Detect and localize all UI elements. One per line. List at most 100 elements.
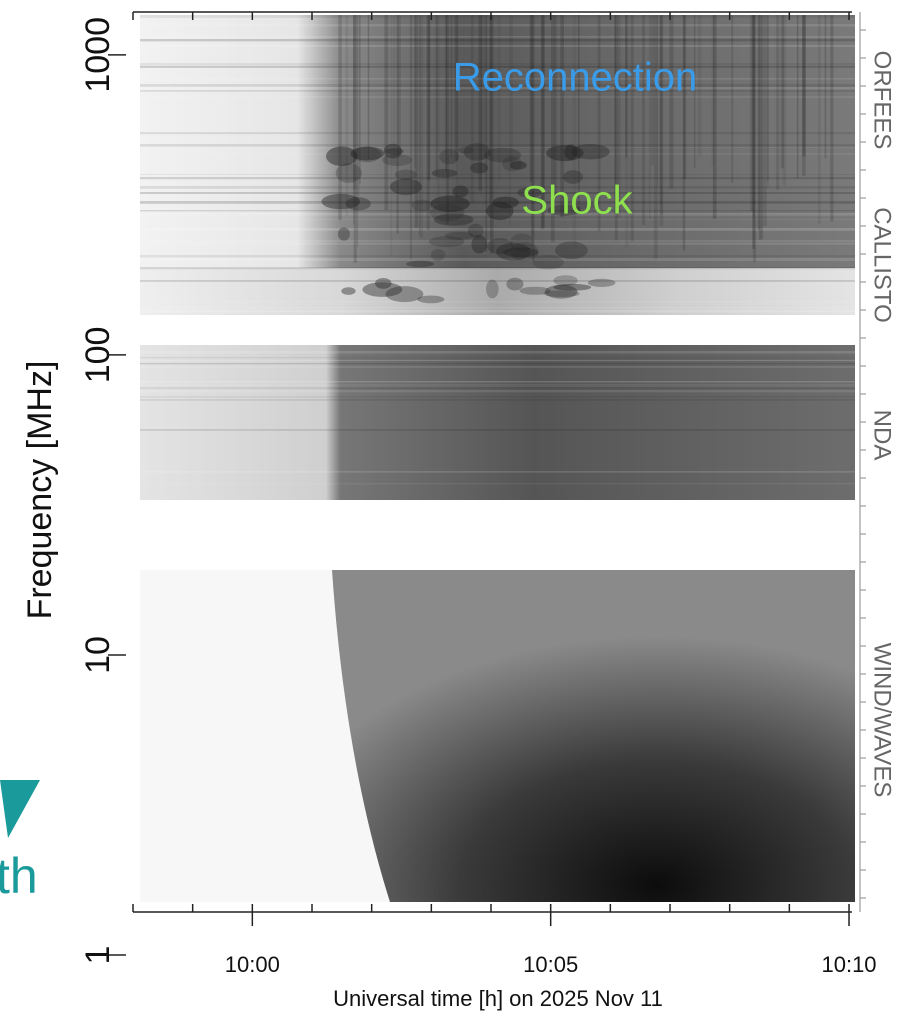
streak (712, 15, 717, 219)
streak (577, 15, 580, 213)
blob (543, 290, 580, 298)
blob (510, 161, 527, 170)
streak (752, 15, 756, 249)
streak (711, 15, 715, 167)
streak (625, 15, 628, 158)
streak (353, 15, 357, 191)
streak (489, 15, 493, 239)
blob (563, 170, 583, 184)
streak (384, 15, 389, 211)
stripe (140, 153, 855, 155)
streak (660, 15, 663, 215)
instrument-label: CALLISTO (869, 207, 896, 323)
streak (481, 15, 486, 160)
blob (362, 282, 403, 297)
streak (353, 15, 355, 225)
blob (502, 247, 539, 258)
blob (484, 147, 522, 163)
streak (597, 15, 601, 232)
blob (385, 286, 424, 303)
blob (352, 146, 382, 163)
blob (341, 287, 356, 295)
blob (430, 248, 446, 261)
blob (326, 146, 358, 167)
stripe (140, 258, 855, 261)
stripe (140, 267, 855, 270)
blob (519, 286, 551, 295)
stripe (140, 78, 855, 80)
streak (393, 15, 395, 164)
stripe (140, 228, 855, 231)
stripe (140, 186, 855, 189)
streak (752, 15, 757, 262)
annotation: Reconnection (453, 56, 698, 100)
streak (802, 15, 806, 157)
streak (550, 15, 555, 242)
stripe (140, 307, 855, 309)
streak (419, 15, 424, 238)
stripe (140, 90, 855, 92)
blob (463, 143, 491, 161)
streak (659, 15, 664, 226)
blob (571, 144, 610, 160)
blob (555, 241, 588, 260)
blob (428, 236, 465, 248)
streak (775, 15, 780, 190)
x-tick-label: 10:05 (523, 952, 578, 977)
streak (731, 15, 734, 184)
y-tick-label: 1000 (79, 17, 117, 93)
blob (433, 213, 474, 226)
y-tick-label: 1 (79, 946, 117, 965)
stripe (140, 381, 855, 383)
streak (648, 15, 651, 219)
streak (766, 15, 769, 189)
nda-band (140, 345, 855, 500)
stripe (140, 213, 855, 216)
blob (417, 295, 445, 304)
blob (487, 238, 514, 255)
stripe (140, 96, 855, 99)
streak (490, 15, 494, 254)
streak (762, 15, 767, 227)
instrument-label: ORFEES (869, 51, 896, 150)
streak (642, 15, 645, 225)
streak (540, 15, 545, 230)
blob (573, 202, 596, 210)
blob (383, 143, 402, 159)
stripe (140, 363, 855, 365)
blob (411, 199, 433, 212)
spectrogram (140, 15, 855, 902)
blob (345, 197, 371, 211)
blob (510, 242, 539, 262)
stripe (140, 243, 855, 245)
streak (398, 15, 401, 158)
streak (616, 15, 621, 218)
blob (321, 193, 361, 210)
blob (486, 279, 499, 299)
stripe (140, 310, 855, 313)
blob (337, 227, 350, 241)
teal-triangle (0, 780, 40, 838)
streak (489, 15, 492, 202)
streak (572, 15, 577, 247)
streak (455, 15, 459, 203)
streak (390, 15, 393, 257)
streak (830, 15, 834, 222)
streak (357, 15, 359, 247)
streak (396, 15, 399, 234)
streak (824, 15, 827, 159)
streak (509, 15, 511, 226)
streak (454, 15, 459, 161)
streak (614, 15, 618, 241)
stripe (140, 471, 855, 473)
stripe (140, 387, 855, 390)
stripe (140, 144, 855, 147)
stripe (140, 66, 855, 68)
streak (780, 15, 784, 169)
blob (439, 149, 459, 165)
stripe (140, 36, 855, 38)
stripe (140, 219, 855, 221)
x-tick-label: 10:00 (225, 952, 280, 977)
stripe (140, 210, 855, 212)
blob (458, 146, 474, 154)
